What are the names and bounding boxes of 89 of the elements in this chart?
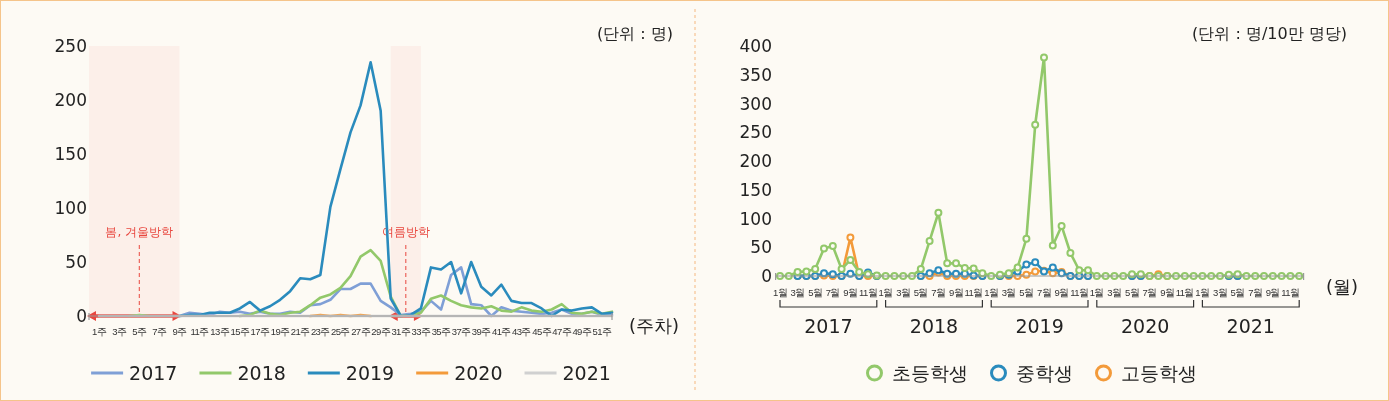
x-tick-label: 9월 <box>1054 287 1069 298</box>
y-axis-title: (단위 : 명/10만 명당) <box>1192 24 1347 43</box>
x-tick-label: 15주 <box>230 326 250 337</box>
x-tick-label: 45주 <box>532 326 552 337</box>
x-tick-label: 1월 <box>772 287 788 298</box>
x-tick-label: 7월 <box>931 287 946 298</box>
x-tick-label: 25주 <box>331 326 351 337</box>
text: 2018 <box>909 315 959 337</box>
x-tick-label: 5월 <box>913 287 928 298</box>
y-tick-label: 250 <box>54 36 87 56</box>
x-tick-label: 3월 <box>896 287 911 298</box>
y-tick-label: 350 <box>739 64 772 85</box>
x-tick-label: 11월 <box>858 287 878 298</box>
x-tick-label: 7월 <box>1142 287 1157 298</box>
x-tick-label: 17주 <box>250 326 270 337</box>
text: 2021 <box>1226 315 1275 337</box>
x-tick-label: 7월 <box>1036 287 1052 298</box>
y-tick-label: 200 <box>739 151 772 171</box>
legend-label: 중학생 <box>1015 362 1073 384</box>
legend-label: 2021 <box>562 362 611 384</box>
x-tick-label: 11월 <box>1070 287 1089 298</box>
legend-label: 2019 <box>345 362 395 384</box>
x-tick-label: 1월 <box>984 287 999 298</box>
x-tick-label: 9주 <box>172 326 188 337</box>
y-tick-label: 150 <box>54 144 87 164</box>
x-tick-label: 29주 <box>371 326 391 337</box>
x-tick-label: 7주 <box>152 326 168 337</box>
x-tick-label: 43주 <box>512 326 532 337</box>
x-tick-label: 39주 <box>471 326 492 337</box>
y-tick-label: 100 <box>739 208 772 229</box>
x-tick-label: 7월 <box>1248 287 1263 298</box>
x-tick-label: 11월 <box>1281 287 1300 298</box>
x-tick-label: 23주 <box>310 326 331 337</box>
x-tick-label: 31주 <box>391 326 411 337</box>
y-tick-label: 300 <box>739 93 772 114</box>
x-tick-label: 47주 <box>552 326 572 337</box>
y-tick-label: 50 <box>65 252 87 272</box>
x-tick-label: 5주 <box>132 326 147 337</box>
x-tick-label: 49주 <box>572 326 592 337</box>
x-tick-label: 11주 <box>190 326 210 337</box>
y-tick-label: 200 <box>54 90 87 110</box>
x-tick-label: 7월 <box>825 287 840 298</box>
x-tick-label: 51주 <box>592 326 612 337</box>
y-tick-label: 0 <box>761 266 772 286</box>
x-axis-title: (주차) <box>629 315 680 336</box>
x-tick-label: 5월 <box>1230 287 1245 298</box>
x-tick-label: 11월 <box>964 287 983 298</box>
x-tick-label: 9월 <box>948 287 964 298</box>
x-tick-label: 5월 <box>1124 287 1140 298</box>
text: 2017 <box>804 315 853 337</box>
legend-label: 초등학생 <box>891 362 968 384</box>
x-tick-label: 5월 <box>1019 287 1034 298</box>
x-tick-label: 3월 <box>790 287 805 298</box>
legend-label: 고등학생 <box>1120 362 1197 384</box>
x-tick-label: 3월 <box>1107 287 1122 298</box>
x-axis-title: (월) <box>1326 276 1359 297</box>
x-tick-label: 1월 <box>1089 287 1104 298</box>
y-tick-label: 50 <box>750 237 772 258</box>
y-tick-label: 250 <box>739 122 772 143</box>
x-tick-label: 13주 <box>210 326 230 337</box>
x-tick-label: 5월 <box>808 287 823 298</box>
x-tick-label: 35주 <box>431 326 451 337</box>
y-axis-title: (단위 : 명) <box>596 24 673 43</box>
x-tick-label: 3월 <box>1212 287 1228 298</box>
x-tick-label: 33주 <box>411 326 431 337</box>
x-tick-label: 9월 <box>1160 287 1175 298</box>
x-tick-label: 9월 <box>843 287 858 298</box>
x-tick-label: 41주 <box>491 326 512 337</box>
x-tick-label: 19주 <box>270 326 291 337</box>
y-tick-label: 100 <box>54 198 87 218</box>
x-tick-label: 21주 <box>290 326 311 337</box>
text: 2019 <box>1015 315 1064 337</box>
x-tick-label: 3월 <box>1001 287 1016 298</box>
legend-label: 2020 <box>454 362 503 384</box>
y-tick-label: 150 <box>739 179 772 200</box>
x-tick-label: 1월 <box>1195 287 1210 298</box>
x-tick-label: 1월 <box>878 287 893 298</box>
x-tick-label: 11월 <box>1175 287 1194 298</box>
ref-line-label: 봄, 겨울방학 <box>105 225 174 239</box>
legend-label: 2017 <box>129 362 178 384</box>
x-tick-label: 37주 <box>451 326 472 337</box>
y-tick-label: 400 <box>739 36 772 56</box>
x-tick-label: 3주 <box>112 326 127 337</box>
legend-label: 2018 <box>237 362 286 384</box>
x-tick-label: 27주 <box>351 326 371 337</box>
text: 2020 <box>1121 315 1170 337</box>
x-tick-label: 9월 <box>1265 287 1280 298</box>
x-tick-label: 1주 <box>92 326 107 337</box>
y-tick-label: 0 <box>76 306 87 326</box>
